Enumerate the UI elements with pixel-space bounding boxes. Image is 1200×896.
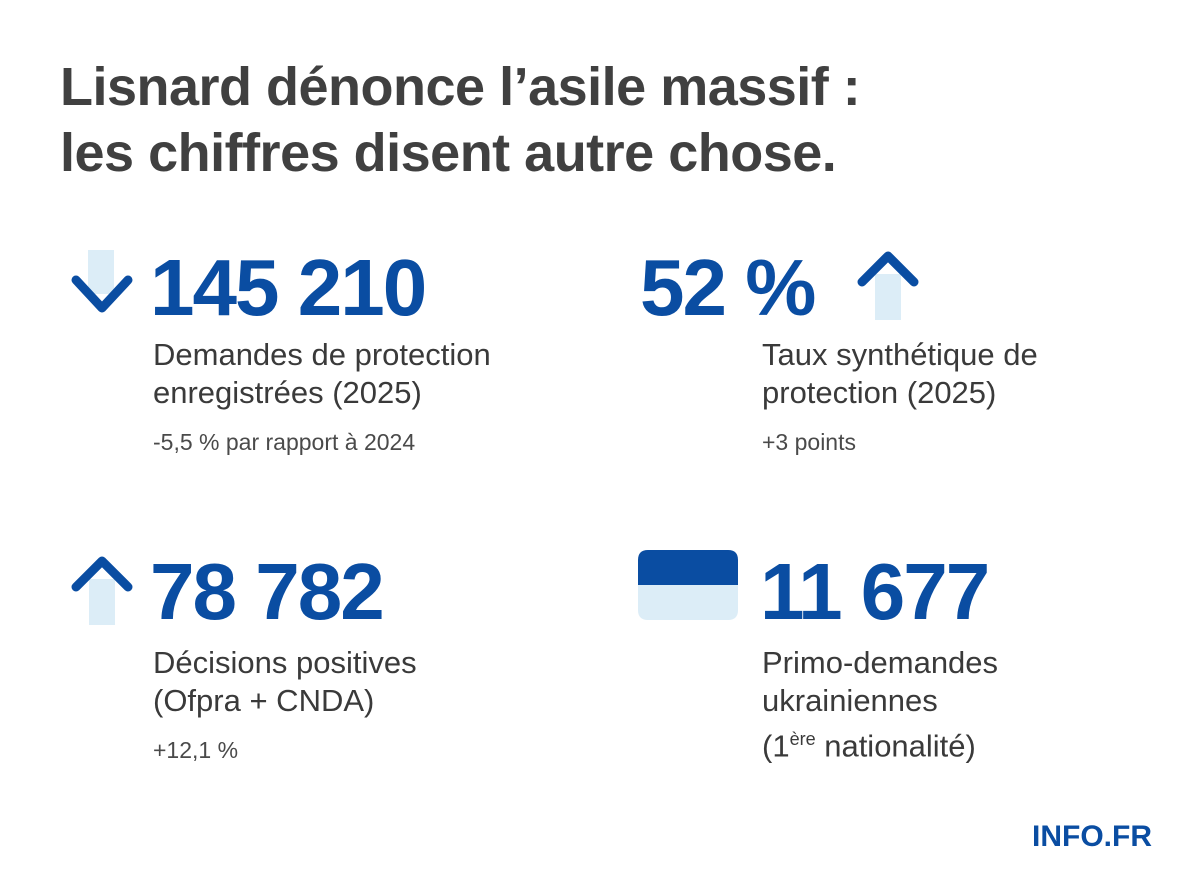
label-suffix: nationalité)	[815, 728, 976, 764]
arrow-down-icon	[71, 250, 133, 313]
stat-note: +12,1 %	[153, 737, 239, 763]
headline-line-2: les chiffres disent autre chose.	[60, 123, 837, 183]
stat-value: 52 %	[640, 243, 816, 332]
stat-label: Décisions positives (Ofpra + CNDA)	[153, 644, 417, 720]
stat-label: Demandes de protection enregistrées (202…	[153, 336, 491, 412]
stat-label-line: (1ère nationalité)	[762, 720, 998, 765]
stat-note: -5,5 % par rapport à 2024	[153, 429, 416, 455]
stat-label-line: Demandes de protection	[153, 337, 491, 372]
stat-label-line: Primo-demandes	[762, 645, 999, 680]
label-superscript: ère	[789, 729, 816, 749]
stat-value: 145 210	[150, 243, 427, 332]
brand-logo: INFO.FR	[1032, 820, 1152, 853]
stat-value: 11 677	[760, 547, 990, 636]
stat-label-line: Décisions positives	[153, 645, 417, 680]
stat-label-line: enregistrées (2025)	[153, 375, 422, 410]
stat-value: 78 782	[150, 547, 385, 636]
headline: Lisnard dénonce l’asile massif : les chi…	[60, 54, 1160, 186]
stat-label-line: ukrainiennes	[762, 683, 938, 718]
headline-line-1: Lisnard dénonce l’asile massif :	[60, 57, 861, 117]
stat-label-line: (Ofpra + CNDA)	[153, 683, 375, 718]
label-prefix: (1	[762, 728, 790, 764]
stat-label: Primo-demandes ukrainiennes (1ère nation…	[762, 644, 998, 765]
stat-label: Taux synthétique de protection (2025)	[762, 336, 1038, 412]
stat-note: +3 points	[762, 429, 856, 455]
stat-label-line: protection (2025)	[762, 375, 997, 410]
ukraine-flag-icon	[638, 550, 738, 620]
arrow-up-icon	[857, 251, 919, 320]
arrow-up-icon	[71, 556, 133, 625]
stat-label-line: Taux synthétique de	[762, 337, 1038, 372]
